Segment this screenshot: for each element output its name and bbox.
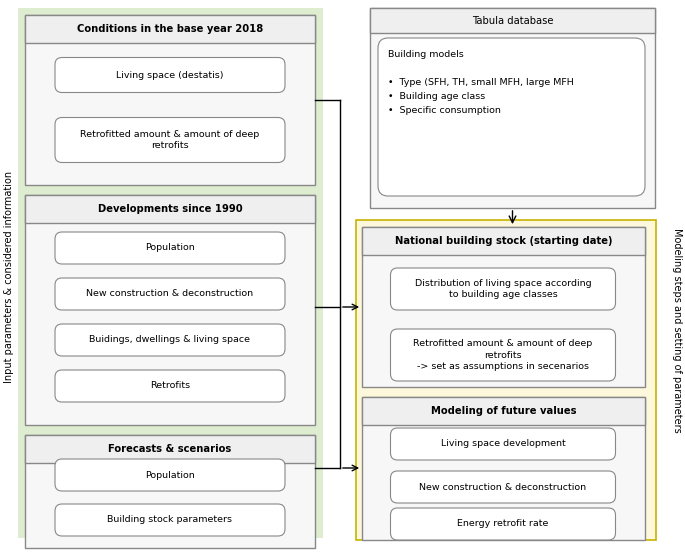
Bar [25,195,315,223]
Text: New construction & deconstruction: New construction & deconstruction [419,483,586,491]
FancyBboxPatch shape [55,370,285,402]
Text: Living space (destatis): Living space (destatis) [116,70,224,80]
Bar [362,227,645,255]
Text: Forecasts & scenarios: Forecasts & scenarios [108,444,232,454]
Text: Buidings, dwellings & living space: Buidings, dwellings & living space [90,336,251,345]
Bar [362,397,645,540]
FancyBboxPatch shape [390,508,616,540]
Text: Retrofits: Retrofits [150,382,190,391]
Text: Retrofitted amount & amount of deep
retrofits
-> set as assumptions in secenario: Retrofitted amount & amount of deep retr… [413,338,593,371]
Bar [356,220,656,540]
Bar [18,8,323,538]
Bar [25,15,315,43]
FancyBboxPatch shape [55,232,285,264]
Bar [25,195,315,425]
Text: Building models

•  Type (SFH, TH, small MFH, large MFH
•  Building age class
• : Building models • Type (SFH, TH, small M… [388,50,574,115]
FancyBboxPatch shape [55,459,285,491]
Text: Living space development: Living space development [440,439,565,449]
Text: Population: Population [145,244,195,253]
Bar [370,8,655,208]
FancyBboxPatch shape [378,38,645,196]
Text: National building stock (starting date): National building stock (starting date) [395,236,612,246]
Text: Energy retrofit rate: Energy retrofit rate [458,520,549,529]
FancyBboxPatch shape [55,504,285,536]
FancyBboxPatch shape [55,58,285,93]
FancyBboxPatch shape [390,329,616,381]
FancyBboxPatch shape [390,471,616,503]
FancyBboxPatch shape [55,324,285,356]
Bar [25,15,315,185]
Bar [362,397,645,425]
FancyBboxPatch shape [55,278,285,310]
FancyBboxPatch shape [390,268,616,310]
FancyBboxPatch shape [55,117,285,162]
Text: Developments since 1990: Developments since 1990 [98,204,242,214]
Text: Modeling of future values: Modeling of future values [431,406,576,416]
Text: New construction & deconstruction: New construction & deconstruction [86,290,253,299]
Text: Modeling steps and setting of parameters: Modeling steps and setting of parameters [672,228,682,432]
Bar [370,8,655,33]
Text: Distribution of living space according
to building age classes: Distribution of living space according t… [414,279,591,299]
FancyBboxPatch shape [390,428,616,460]
Bar [25,435,315,548]
Bar [362,227,645,387]
Text: Conditions in the base year 2018: Conditions in the base year 2018 [77,24,263,34]
Text: Population: Population [145,470,195,480]
Text: Tabula database: Tabula database [472,16,553,25]
Bar [25,435,315,463]
Text: Building stock parameters: Building stock parameters [108,516,232,525]
Text: Input parameters & considered information: Input parameters & considered informatio… [4,171,14,383]
Text: Retrofitted amount & amount of deep
retrofits: Retrofitted amount & amount of deep retr… [80,130,260,150]
